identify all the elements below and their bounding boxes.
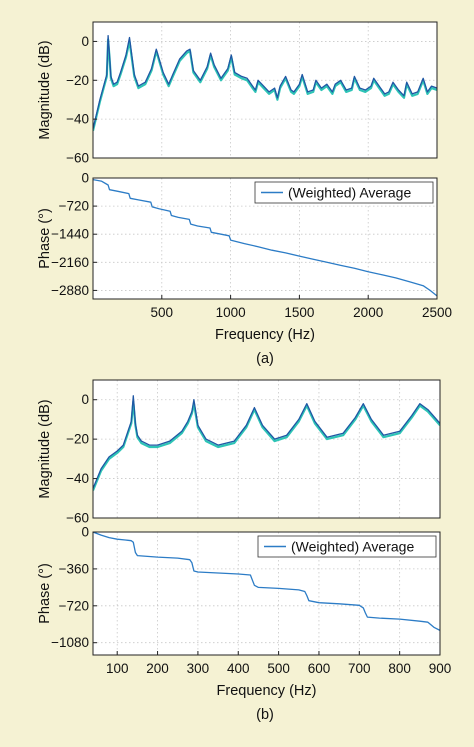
y-tick-label: −360 — [59, 561, 89, 576]
x-tick-label: 800 — [388, 661, 411, 676]
y-tick-label: 0 — [81, 392, 89, 407]
panel-a-phase: 0 −720 −1440 −2160 −2880 500 1000 1500 2000 2500 P… — [37, 171, 452, 344]
y-tick-label: −20 — [66, 432, 89, 447]
series-line — [93, 34, 437, 130]
y-axis-label: Phase (°) — [37, 563, 53, 624]
x-axis-label: Frequency (Hz) — [217, 683, 317, 699]
y-tick-label: 0 — [81, 171, 89, 186]
y-tick-label: −1080 — [51, 635, 89, 650]
legend-label: (Weighted) Average — [288, 185, 411, 201]
y-tick-label: −60 — [66, 151, 89, 166]
caption-b: (b) — [256, 707, 274, 723]
y-tick-label: −2880 — [51, 283, 89, 298]
x-tick-label: 2500 — [422, 305, 452, 320]
series-line — [93, 38, 437, 132]
y-axis-label: Phase (°) — [37, 208, 53, 269]
legend-box — [257, 535, 437, 558]
x-tick-label: 1000 — [216, 305, 246, 320]
panel-b-magnitude: 0 −20 −40 −60 Magnitude (dB) — [37, 379, 441, 526]
legend-label: (Weighted) Average — [291, 539, 414, 555]
y-tick-label: −720 — [59, 199, 89, 214]
x-tick-label: 600 — [308, 661, 331, 676]
y-tick-label: −1440 — [51, 227, 89, 242]
x-tick-label: 2000 — [353, 305, 383, 320]
x-tick-label: 1500 — [284, 305, 314, 320]
panel-a-magnitude: 0 −20 −40 −60 Magnitude (dB) — [37, 21, 438, 166]
y-tick-label: 0 — [81, 34, 89, 49]
y-tick-label: 0 — [81, 525, 89, 540]
x-tick-label: 400 — [227, 661, 250, 676]
caption-a: (a) — [256, 351, 274, 367]
y-axis-label: Magnitude (dB) — [37, 40, 53, 139]
y-tick-label: −2160 — [51, 255, 89, 270]
y-axis-label: Magnitude (dB) — [37, 399, 53, 498]
legend-box — [254, 181, 434, 204]
axes-frame — [92, 531, 441, 656]
panel-b-phase: 0 −360 −720 −1080 100 200 300 400 500 600 700 800 90… — [37, 525, 451, 700]
x-tick-label: 900 — [429, 661, 452, 676]
x-tick-label: 700 — [348, 661, 371, 676]
plot-area — [93, 380, 440, 518]
x-tick-label: 300 — [187, 661, 210, 676]
y-tick-label: −40 — [66, 112, 89, 127]
x-tick-label: 500 — [151, 305, 174, 320]
y-tick-label: −40 — [66, 471, 89, 486]
series-line — [93, 178, 437, 297]
legend: (Weighted) Average — [254, 181, 434, 204]
y-tick-label: −20 — [66, 73, 89, 88]
x-tick-label: 100 — [106, 661, 129, 676]
axes-frame — [92, 21, 438, 159]
series-line — [93, 532, 440, 631]
series-line — [93, 395, 440, 489]
y-tick-label: −720 — [59, 598, 89, 613]
x-tick-label: 500 — [267, 661, 290, 676]
legend: (Weighted) Average — [257, 535, 437, 558]
x-tick-label: 200 — [146, 661, 169, 676]
axes-frame — [92, 177, 438, 300]
y-tick-label: −60 — [66, 511, 89, 526]
x-axis-label: Frequency (Hz) — [215, 327, 315, 343]
axes-frame — [92, 379, 441, 519]
